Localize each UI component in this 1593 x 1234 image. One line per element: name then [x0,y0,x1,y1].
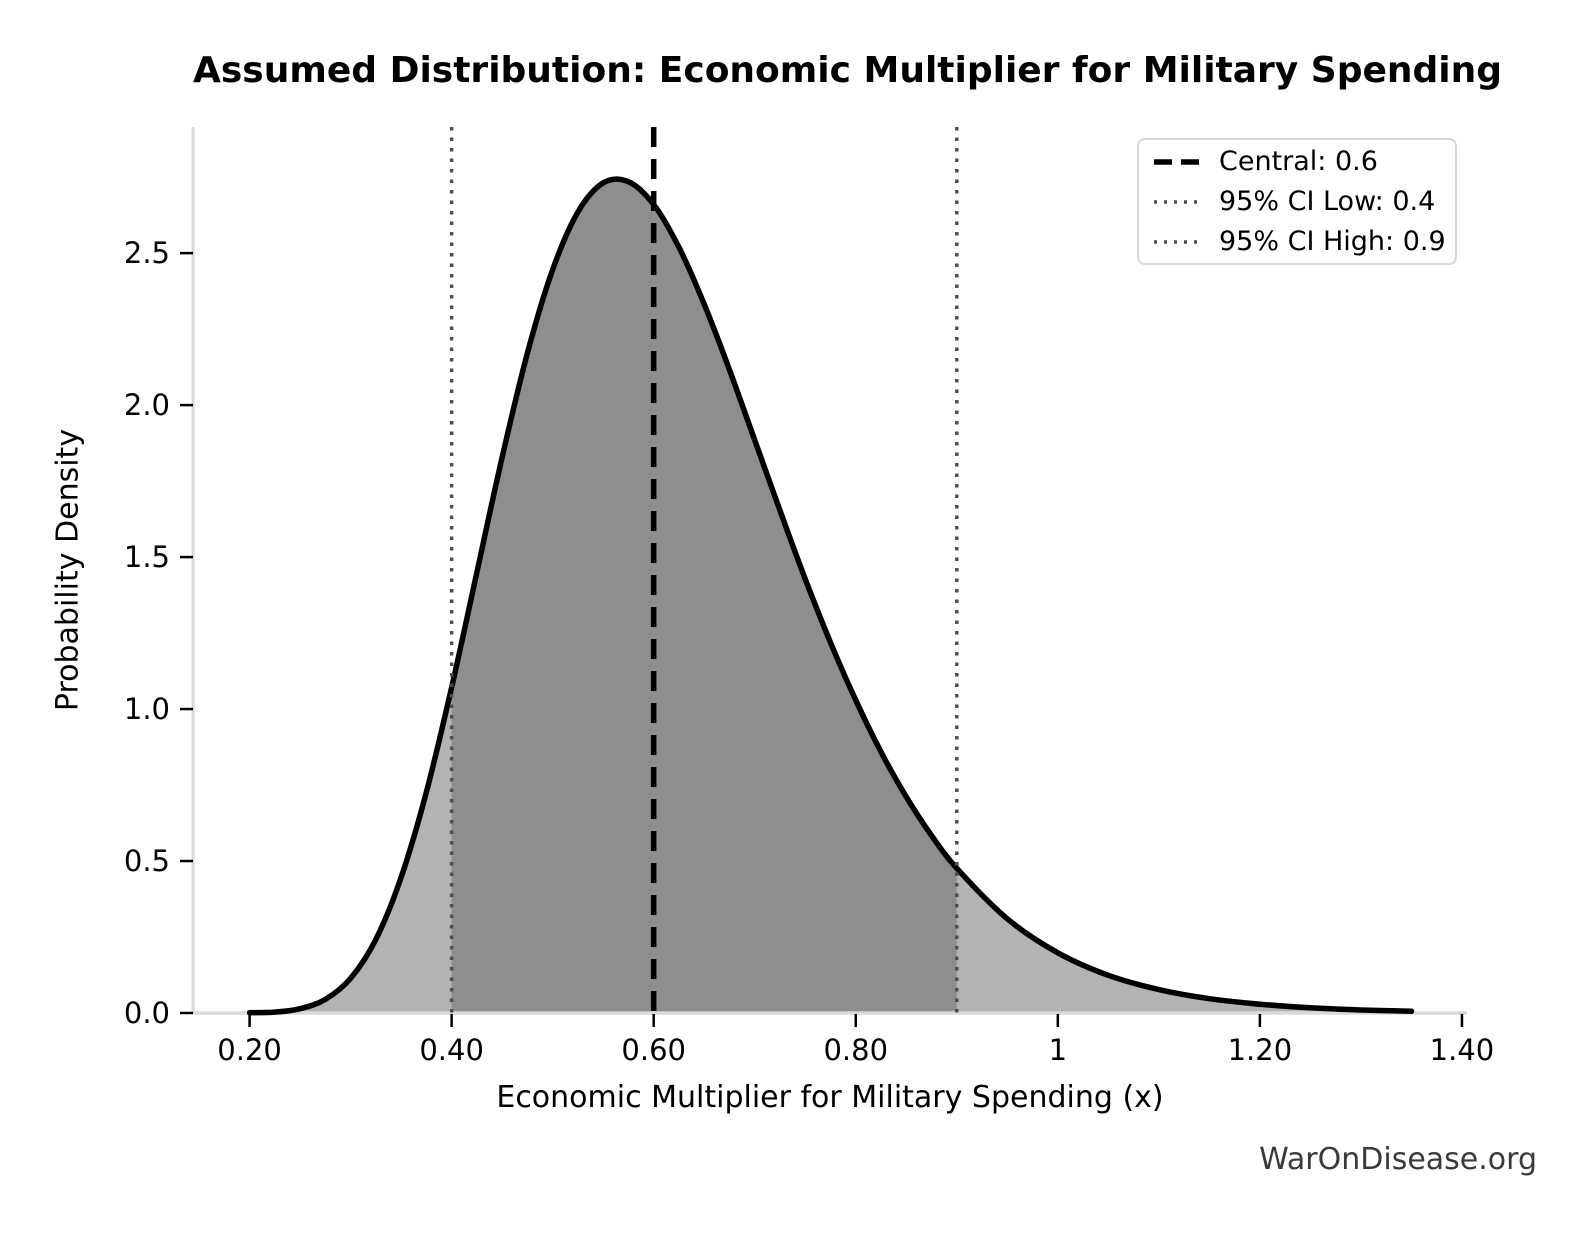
x-tick-label: 1.40 [1430,1033,1495,1067]
legend-entry-central: Central: 0.6 [1153,145,1455,179]
x-tick-label: 0.40 [419,1033,484,1067]
legend-label: 95% CI High: 0.9 [1219,226,1446,257]
x-tick-label: 0.60 [621,1033,686,1067]
dotted-line-swatch-icon [1154,199,1200,204]
legend-label: 95% CI Low: 0.4 [1219,186,1436,217]
x-tick-label: 1 [1049,1033,1067,1067]
dashed-line-swatch-icon [1154,158,1200,165]
legend: Central: 0.6 95% CI Low: 0.4 95% CI High… [1137,138,1457,265]
chart-title: Assumed Distribution: Economic Multiplie… [193,50,1503,91]
x-tick-label: 1.20 [1228,1033,1293,1067]
y-tick-label: 0.0 [124,996,170,1030]
y-axis-label: Probability Density [50,428,86,712]
watermark: WarOnDisease.org [1259,1142,1537,1177]
y-tick-label: 2.5 [124,236,170,270]
legend-entry-ci-low: 95% CI Low: 0.4 [1153,185,1455,219]
legend-entry-ci-high: 95% CI High: 0.9 [1153,225,1455,259]
x-axis-label: Economic Multiplier for Military Spendin… [496,1080,1164,1115]
ci-fill-dark [451,179,957,1012]
x-tick-label: 0.80 [823,1033,888,1067]
legend-label: Central: 0.6 [1219,146,1378,177]
density-curve [246,176,1415,1016]
x-tick-label: 0.20 [217,1033,282,1067]
y-tick-label: 1.0 [124,692,170,726]
y-tick-label: 0.5 [124,844,170,878]
y-tick-label: 1.5 [124,540,170,574]
y-tick-label: 2.0 [124,388,170,422]
dotted-line-swatch-icon [1154,239,1200,244]
